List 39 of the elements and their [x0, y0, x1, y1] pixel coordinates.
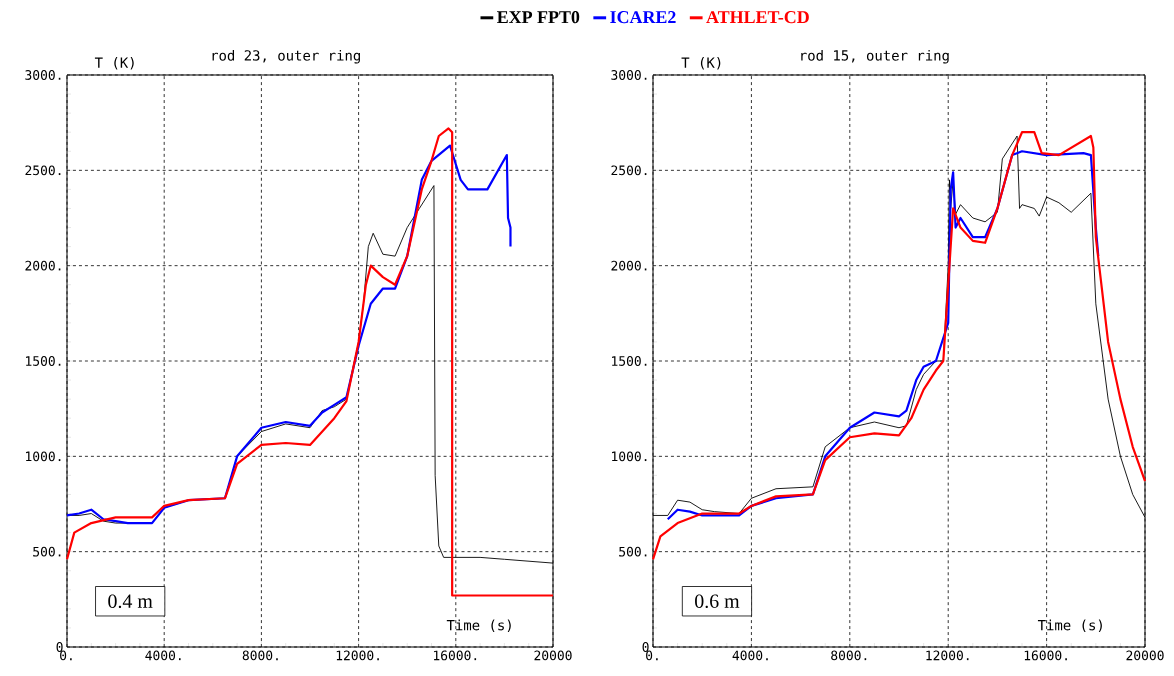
legend-label: ICARE2	[610, 11, 676, 24]
y-tick-label: 500.	[619, 546, 647, 557]
y-tick-label: 3000.	[611, 70, 647, 80]
y-tick-label: 1500.	[26, 356, 61, 366]
x-tick-label: 8000.	[242, 650, 278, 661]
x-tick-label: 0.	[60, 650, 72, 661]
legend-label: EXP FPT0	[497, 11, 580, 24]
y-axis-title: T (K)	[94, 57, 134, 70]
y-tick-label: 2500.	[611, 165, 647, 176]
x-tick-label: 20000	[1126, 650, 1164, 661]
y-tick-label: 2500.	[25, 165, 61, 176]
y-tick-label: 1000.	[612, 451, 647, 462]
y-axis-title: T (K)	[681, 57, 721, 70]
y-tick-label: 0	[56, 642, 63, 652]
x-tick-label: 16000.	[1024, 650, 1067, 661]
x-tick-label: 8000.	[831, 650, 867, 661]
x-tick-label: 20000	[534, 650, 572, 661]
y-tick-label: 1500.	[612, 356, 647, 366]
y-tick-label: 1000.	[26, 451, 61, 462]
line-series	[666, 150, 1100, 521]
x-tick-label: 4000.	[145, 650, 181, 661]
y-tick-label: 2000.	[25, 260, 61, 271]
x-tick-label: 4000.	[732, 650, 768, 661]
x-tick-label: 0.	[646, 650, 658, 661]
chart-title: rod 15, outer ring	[801, 49, 949, 64]
x-axis-title: Time (s)	[1037, 619, 1102, 633]
x-axis-title: Time (s)	[446, 619, 511, 633]
x-tick-label: 16000.	[433, 650, 477, 661]
chart-title: rod 23, outer ring	[212, 49, 360, 64]
x-tick-label: 12000.	[926, 650, 969, 661]
y-tick-label: 0	[642, 642, 649, 652]
legend-label: ATHLET-CD	[706, 11, 809, 24]
line-series	[65, 144, 512, 525]
annotation: 0.4 m	[108, 594, 153, 608]
y-tick-label: 3000.	[25, 70, 61, 80]
y-tick-label: 2000.	[611, 260, 647, 271]
y-tick-label: 500.	[33, 546, 61, 557]
x-tick-label: 12000.	[336, 650, 379, 661]
annotation: 0.6 m	[695, 594, 740, 608]
